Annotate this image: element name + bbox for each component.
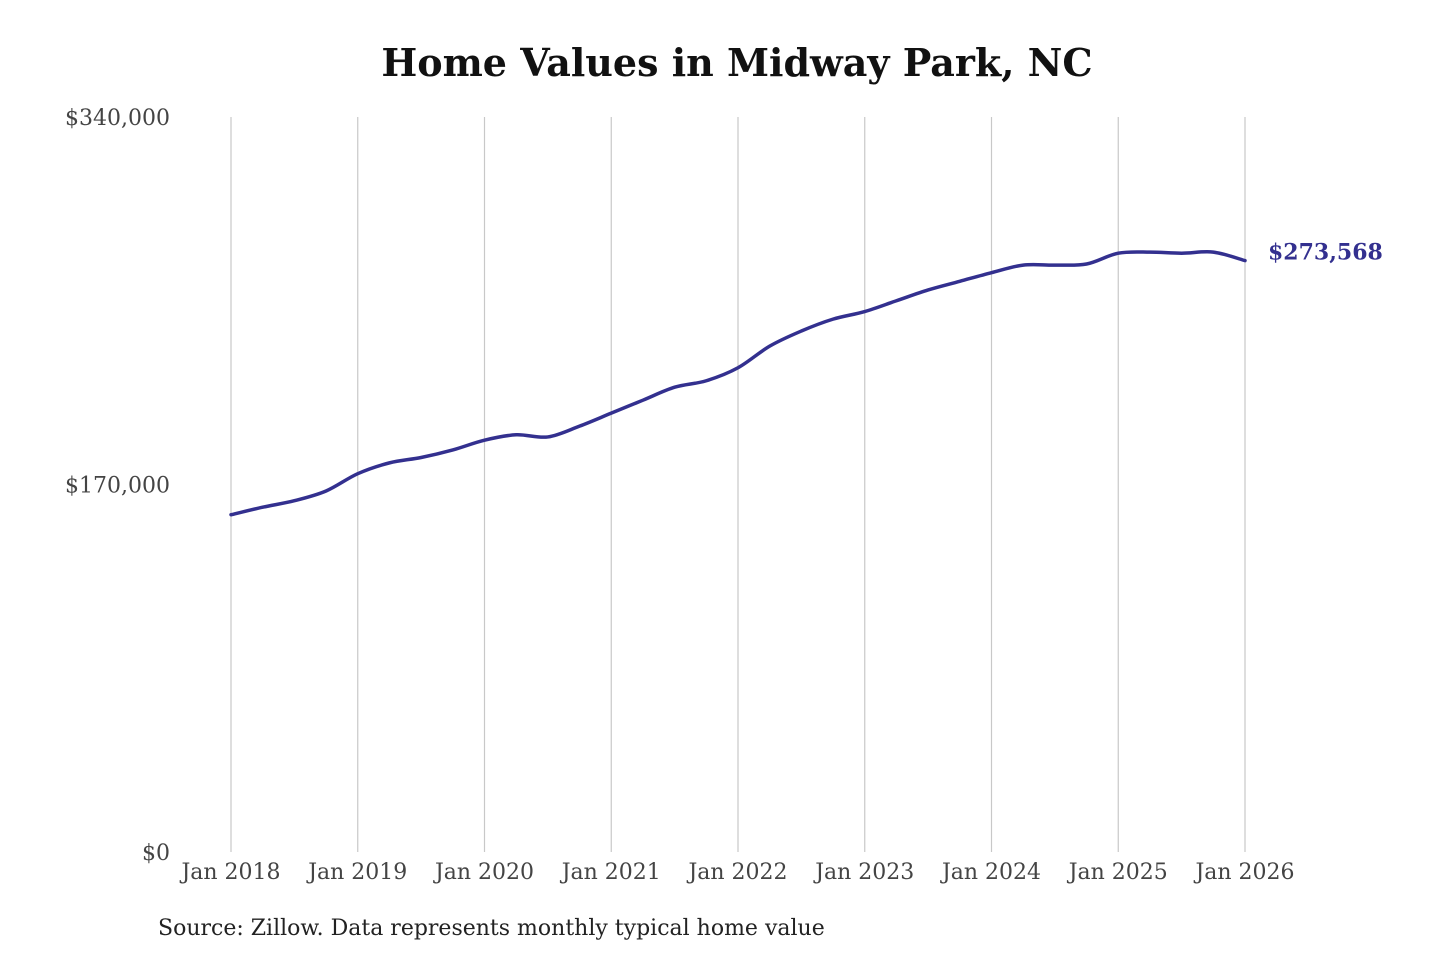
y-tick-label: $170,000 [65,474,170,499]
x-tick-label: Jan 2019 [306,860,407,885]
source-note: Source: Zillow. Data represents monthly … [158,916,825,941]
series-layer [229,250,1247,517]
x-tick-label: Jan 2018 [179,860,280,885]
series-line-1 [229,250,1247,517]
x-tick-label: Jan 2022 [686,860,787,885]
x-tick-label: Jan 2026 [1193,860,1294,885]
x-tick-label: Jan 2025 [1067,860,1168,885]
chart-title: Home Values in Midway Park, NC [381,40,1093,85]
y-tick-label: $0 [142,841,170,866]
y-axis-tick-labels: $0 $170,000 $340,000 [65,106,170,866]
x-tick-label: Jan 2021 [560,860,661,885]
y-tick-label: $340,000 [65,106,170,131]
end-value-label: $273,568 [1268,240,1383,266]
x-axis-tick-labels: Jan 2018 Jan 2019 Jan 2020 Jan 2021 Jan 2022… [179,860,1294,885]
x-tick-label: Jan 2020 [433,860,534,885]
x-tick-label: Jan 2023 [813,860,914,885]
x-tick-label: Jan 2024 [940,860,1041,885]
vertical-gridlines [230,117,1246,852]
